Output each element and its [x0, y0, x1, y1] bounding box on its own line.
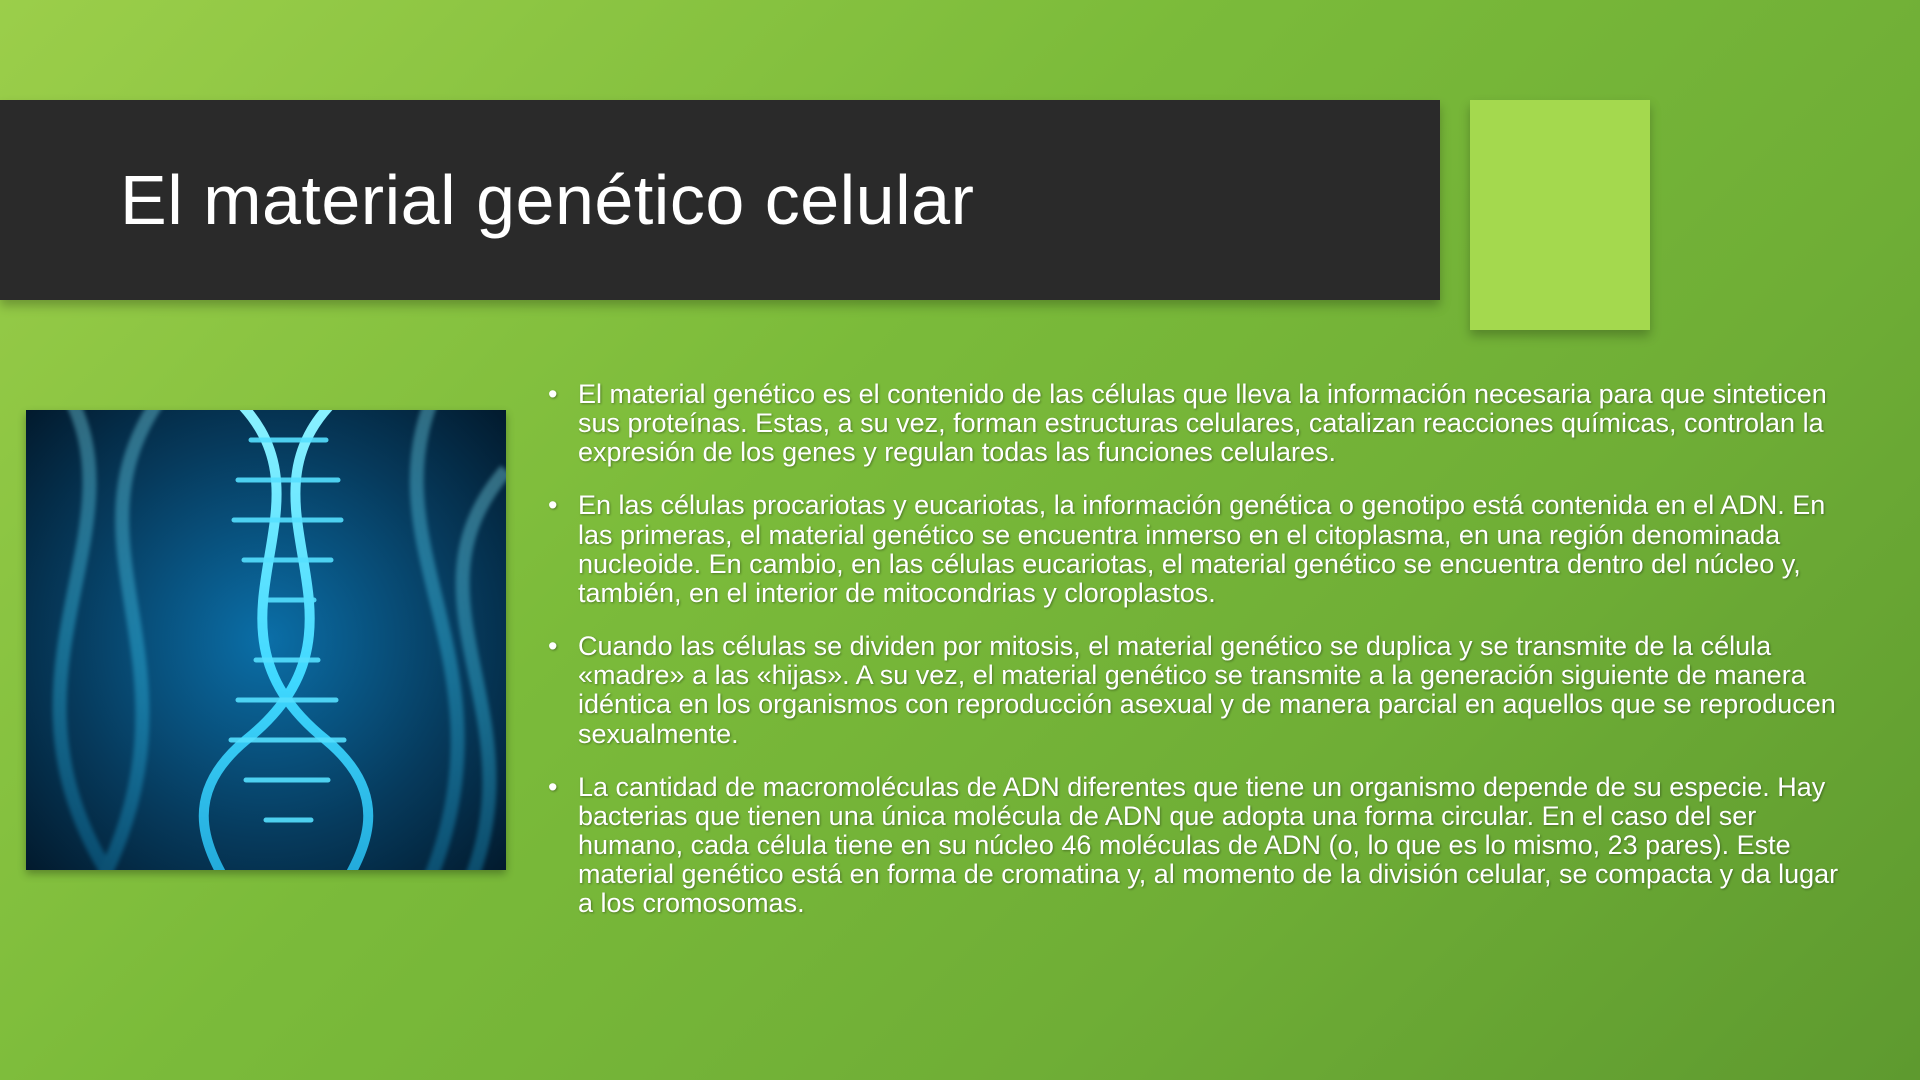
bullet-item: La cantidad de macromoléculas de ADN dif… [540, 773, 1850, 919]
body-text: El material genético es el contenido de … [540, 380, 1850, 943]
bullet-item: El material genético es el contenido de … [540, 380, 1850, 467]
bullet-item: En las células procariotas y eucariotas,… [540, 491, 1850, 608]
dna-helix-icon [26, 410, 506, 870]
slide: El material genético celular [0, 0, 1920, 1080]
title-bar: El material genético celular [0, 100, 1440, 300]
bullet-list: El material genético es el contenido de … [540, 380, 1850, 919]
accent-block [1470, 100, 1650, 330]
slide-title: El material genético celular [120, 160, 974, 240]
bullet-item: Cuando las células se dividen por mitosi… [540, 632, 1850, 749]
dna-image [26, 410, 506, 870]
